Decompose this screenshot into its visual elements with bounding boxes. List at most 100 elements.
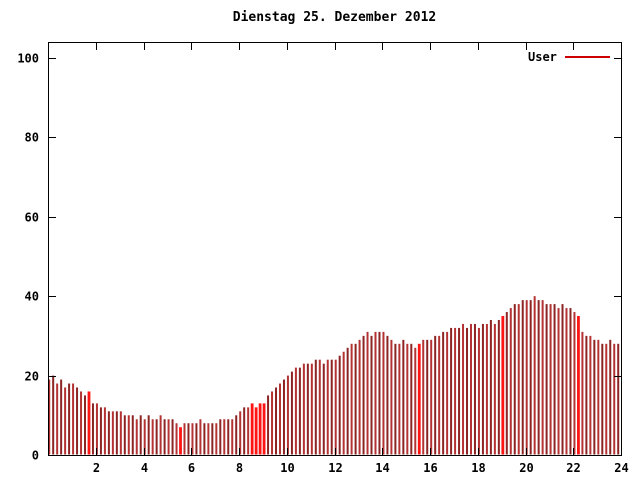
bar <box>581 331 584 455</box>
bar <box>314 359 317 455</box>
bar <box>187 423 190 455</box>
bar <box>103 407 106 455</box>
bar <box>207 423 210 455</box>
bar <box>48 379 51 455</box>
bar <box>282 379 285 455</box>
bar <box>382 331 385 455</box>
bar <box>278 383 281 455</box>
x-tick-label: 20 <box>519 461 533 475</box>
bar <box>414 347 417 455</box>
bar <box>294 367 297 455</box>
bar <box>489 319 492 455</box>
bar <box>466 327 469 455</box>
bar <box>521 300 524 455</box>
bar <box>111 411 114 455</box>
bar <box>561 304 564 455</box>
bar <box>366 331 369 455</box>
plot-border <box>48 42 622 456</box>
bar <box>52 375 55 455</box>
bar <box>203 423 206 455</box>
bar <box>549 304 552 455</box>
bar <box>56 383 59 455</box>
bar <box>601 343 604 455</box>
bar <box>370 335 373 455</box>
bar <box>87 391 91 455</box>
bar <box>179 427 182 455</box>
x-tick-label: 22 <box>566 461 580 475</box>
bar <box>613 343 616 455</box>
bar <box>446 331 449 455</box>
bar <box>243 407 246 455</box>
bar <box>422 339 425 455</box>
bar <box>68 383 71 455</box>
bar <box>569 308 572 455</box>
bar <box>250 403 254 455</box>
bar <box>215 423 218 455</box>
bar <box>310 363 313 455</box>
bar <box>417 343 421 455</box>
bar <box>195 423 198 455</box>
x-tick-label: 14 <box>375 461 389 475</box>
bar <box>84 395 87 455</box>
bar <box>410 343 413 455</box>
bar <box>438 335 441 455</box>
bar <box>183 423 186 455</box>
bar <box>60 379 63 455</box>
bar <box>533 296 536 455</box>
bar <box>338 355 341 455</box>
bar <box>143 419 146 455</box>
bar <box>346 347 349 455</box>
bar <box>609 339 612 455</box>
bar <box>454 327 457 455</box>
x-tick-label: 24 <box>614 461 628 475</box>
bar <box>617 343 620 455</box>
bar <box>426 339 429 455</box>
x-tick-label: 2 <box>93 461 100 475</box>
bar <box>159 415 162 455</box>
bar <box>227 419 230 455</box>
bar <box>239 411 242 455</box>
bar <box>95 403 98 455</box>
bar <box>442 331 445 455</box>
bar <box>306 363 309 455</box>
chart-title: Dienstag 25. Dezember 2012 <box>232 10 437 25</box>
bar <box>211 423 214 455</box>
bar <box>398 343 401 455</box>
bar <box>462 323 465 455</box>
bar <box>477 327 480 455</box>
bar <box>450 327 453 455</box>
bar <box>119 411 122 455</box>
bar <box>565 308 568 455</box>
bar <box>493 323 496 455</box>
bar <box>597 339 600 455</box>
bar <box>458 327 461 455</box>
bar <box>589 335 592 455</box>
bar <box>378 331 381 455</box>
bar <box>99 407 102 455</box>
bar <box>605 343 608 455</box>
bar <box>322 363 325 455</box>
bar <box>485 323 488 455</box>
bar <box>434 335 437 455</box>
bar <box>358 339 361 455</box>
y-tick-label: 40 <box>25 290 39 304</box>
bar <box>167 419 170 455</box>
bar <box>231 419 234 455</box>
bar <box>513 304 516 455</box>
bar <box>402 339 405 455</box>
bar <box>525 300 528 455</box>
bar <box>505 312 508 455</box>
legend-label: User <box>528 50 557 64</box>
y-tick-label: 60 <box>25 211 39 225</box>
bar <box>275 387 278 455</box>
bar <box>115 411 118 455</box>
bar <box>517 304 520 455</box>
bar <box>406 343 409 455</box>
bar <box>147 415 150 455</box>
bar <box>394 343 397 455</box>
x-tick-label: 8 <box>236 461 243 475</box>
bar <box>553 304 556 455</box>
bar <box>135 419 138 455</box>
